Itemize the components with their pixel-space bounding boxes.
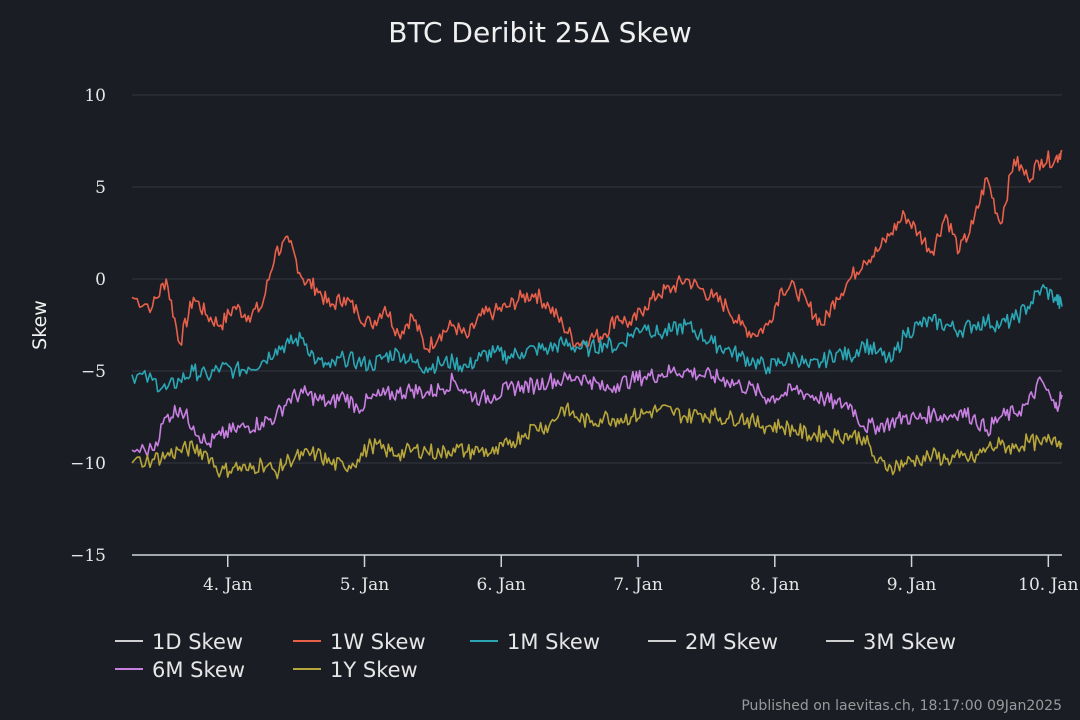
legend-label: 1W Skew <box>330 630 426 654</box>
legend-item-2m-skew[interactable]: 2M Skew <box>648 630 778 654</box>
legend-item-1y-skew[interactable]: 1Y Skew <box>293 658 418 682</box>
y-axis-label: Skew <box>29 300 51 350</box>
x-tick-label: 10. Jan <box>1018 575 1078 595</box>
chart-title: BTC Deribit 25Δ Skew <box>388 16 691 49</box>
publish-credit: Published on laevitas.ch, 18:17:00 09Jan… <box>741 698 1062 714</box>
series-line-1w-skew <box>131 149 1063 353</box>
series-line-6m-skew <box>131 364 1063 457</box>
series-lines <box>131 149 1063 480</box>
legend-label: 1Y Skew <box>330 658 418 682</box>
y-tick-label: 10 <box>84 86 106 106</box>
legend-label: 3M Skew <box>863 630 956 654</box>
y-tick-label: −15 <box>70 546 106 566</box>
y-tick-label: 0 <box>95 270 106 290</box>
y-axis-ticks: 10 5 0 −5 −10 −15 <box>70 86 106 566</box>
legend: 1D Skew 1W Skew 1M Skew 2M Skew 3M Skew 6M Sk… <box>115 630 956 682</box>
x-tick-label: 6. Jan <box>476 575 526 595</box>
legend-label: 1D Skew <box>152 630 243 654</box>
legend-item-1d-skew[interactable]: 1D Skew <box>115 630 243 654</box>
legend-item-1w-skew[interactable]: 1W Skew <box>293 630 426 654</box>
legend-item-1m-skew[interactable]: 1M Skew <box>470 630 600 654</box>
legend-item-3m-skew[interactable]: 3M Skew <box>826 630 956 654</box>
legend-label: 1M Skew <box>507 630 600 654</box>
y-tick-label: −5 <box>81 362 106 382</box>
x-tick-label: 7. Jan <box>613 575 663 595</box>
y-gridlines <box>132 94 1062 464</box>
x-tick-label: 8. Jan <box>750 575 800 595</box>
x-axis-ticks: 4. Jan 5. Jan 6. Jan 7. Jan 8. Jan 9. Jan 10. … <box>203 555 1079 595</box>
legend-label: 6M Skew <box>152 658 245 682</box>
x-tick-label: 9. Jan <box>887 575 937 595</box>
legend-item-6m-skew[interactable]: 6M Skew <box>115 658 245 682</box>
x-tick-label: 5. Jan <box>340 575 390 595</box>
y-tick-label: 5 <box>95 178 106 198</box>
legend-label: 2M Skew <box>685 630 778 654</box>
y-tick-label: −10 <box>70 454 106 474</box>
series-line-1y-skew <box>131 402 1063 480</box>
series-line-1m-skew <box>131 284 1063 393</box>
x-tick-label: 4. Jan <box>203 575 253 595</box>
